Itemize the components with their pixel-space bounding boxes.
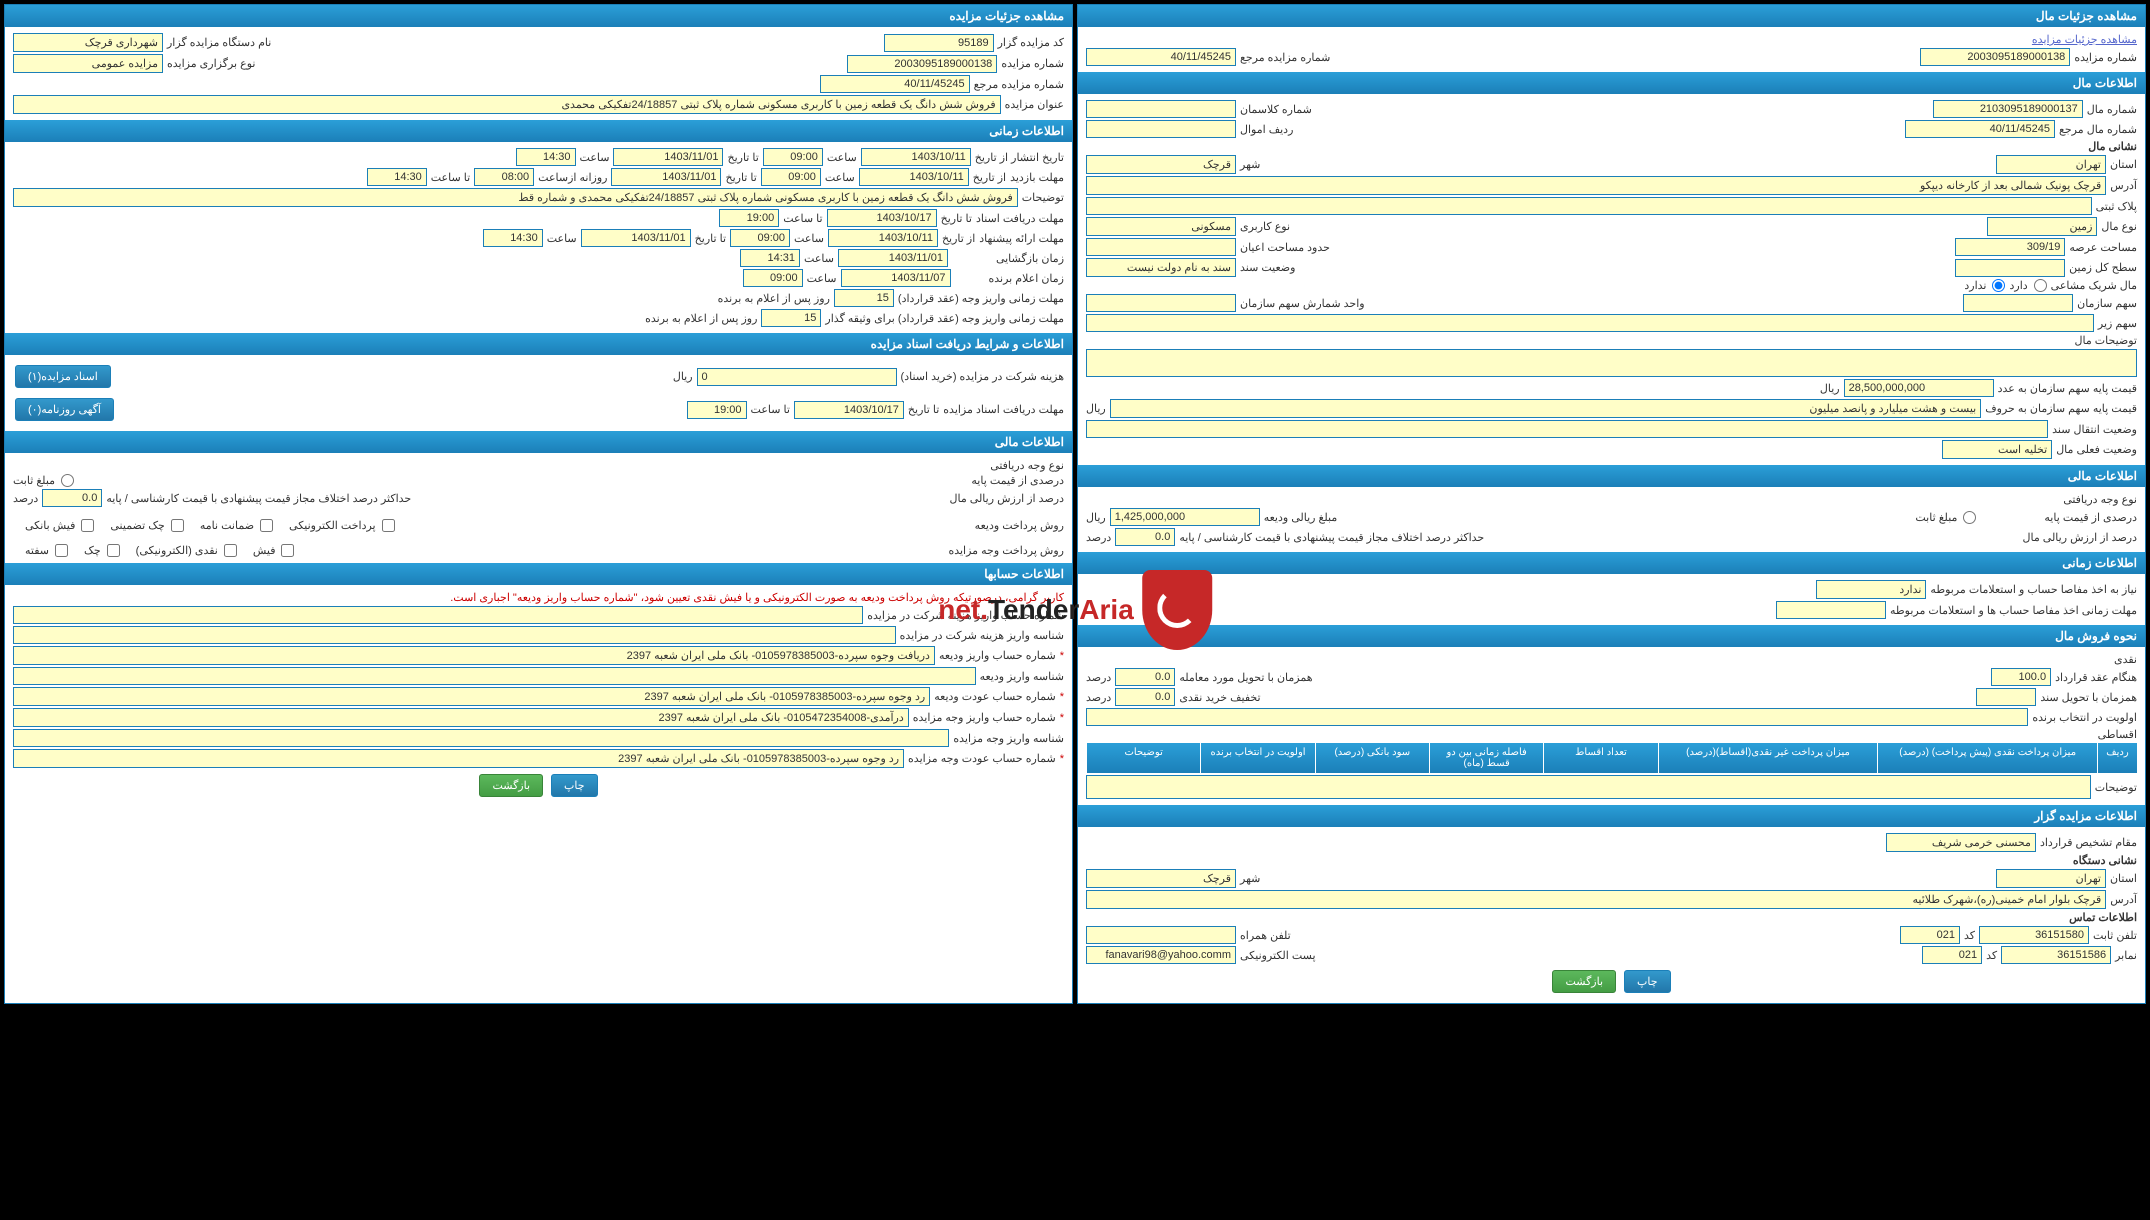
link-details[interactable]: مشاهده جزئیات مزایده [2032, 33, 2137, 46]
hdr-asset-info: اطلاعات مال [1078, 72, 2145, 94]
chk-guar[interactable] [260, 519, 273, 532]
lbl-type: نوع برگزاری مزایده [167, 57, 255, 70]
chk-elec[interactable] [382, 519, 395, 532]
fld-pub-from: 1403/10/11 [861, 148, 971, 166]
fld-org-share [1963, 294, 2073, 312]
fld-ayan [1086, 238, 1236, 256]
lbl-title: عنوان مزایده [1005, 98, 1064, 111]
fld-desc: فروش شش دانگ یک قطعه زمین با کاربری مسکو… [13, 188, 1018, 207]
fld-inq-deadline [1776, 601, 1886, 619]
left-panel: مشاهده جزئیات مال مشاهده جزئیات مزایده ش… [1077, 4, 2146, 1004]
btn-docs[interactable]: اسناد مزایده(۱) [15, 365, 111, 388]
btn-print-l[interactable]: چاپ [1624, 970, 1671, 993]
fld-plate [1086, 197, 2092, 215]
fld-code: 95189 [884, 34, 994, 52]
radio-fixed[interactable] [61, 474, 74, 487]
fld-acc3: دریافت وجوه سپرده-0105978385003- بانک مل… [13, 646, 935, 665]
fld-transfer [1086, 420, 2048, 438]
fld-class [1086, 100, 1236, 118]
radio-fixed-l[interactable] [1963, 511, 1976, 524]
fld-acc2 [13, 626, 896, 644]
fld-pub-from-t: 09:00 [763, 148, 823, 166]
fld-org: شهرداری قرچک [13, 33, 163, 52]
chk-chk2[interactable] [107, 544, 120, 557]
hdr-fin-r: اطلاعات مالی [5, 431, 1072, 453]
fld-asset-row [1086, 120, 1236, 138]
fld-asset-desc [1086, 349, 2137, 377]
fld-acc6: درآمدی-0105472354008- بانک ملی ایران شعب… [13, 708, 909, 727]
fld-acc7 [13, 729, 949, 747]
hdr-asset: مشاهده جزئیات مال [1078, 5, 2145, 27]
lbl-org: نام دستگاه مزایده گزار [167, 36, 271, 49]
fld-acc5: رد وجوه سپرده-0105978385003- بانک ملی ای… [13, 687, 930, 706]
chk-check[interactable] [171, 519, 184, 532]
chk-fish[interactable] [281, 544, 294, 557]
fld-pub-to-t: 14:30 [516, 148, 576, 166]
hdr-docs: اطلاعات و شرایط دریافت اسناد مزایده [5, 333, 1072, 355]
fld-type: مزایده عمومی [13, 54, 163, 73]
fld-num: 2003095189000138 [847, 55, 997, 73]
fld-acc1 [13, 606, 863, 624]
hdr-fin-l: اطلاعات مالی [1078, 465, 2145, 487]
lbl-desc: توضیحات [1022, 191, 1064, 204]
radio-no[interactable] [1992, 279, 2005, 292]
fld-org-count [1086, 294, 1236, 312]
fld-acc4 [13, 667, 976, 685]
fld-sub-share [1086, 314, 2094, 332]
hdr-auction-details: مشاهده جزئیات مزایده [5, 5, 1072, 27]
installment-table-header: ردیف میزان پرداخت نقدی (پیش پرداخت) (درص… [1086, 743, 2137, 773]
lbl-pub-from: تاریخ انتشار از تاریخ [975, 151, 1064, 164]
hdr-org-l: اطلاعات مزایده گزار [1078, 805, 2145, 827]
lbl-code: کد مزایده گزار [998, 36, 1064, 49]
fld-notes [1086, 775, 2091, 799]
accounts-note: کاربر گرامی، درصورتیکه روش پرداخت ودیعه … [450, 591, 1064, 604]
fld-mobile [1086, 926, 1236, 944]
lbl-num: شماره مزایده [1001, 57, 1064, 70]
btn-news[interactable]: آگهی روزنامه(۰) [15, 398, 114, 421]
fld-land-lvl [1955, 259, 2065, 277]
fld-acc8: رد وجوه سپرده-0105978385003- بانک ملی ای… [13, 749, 904, 768]
fld-ref: 40/11/45245 [820, 75, 970, 93]
lbl-visit: مهلت بازدید [1010, 171, 1064, 184]
hdr-sale: نحوه فروش مال [1078, 625, 2145, 647]
chk-cash[interactable] [224, 544, 237, 557]
chk-safte[interactable] [55, 544, 68, 557]
radio-has[interactable] [2034, 279, 2047, 292]
lbl-ref: شماره مزایده مرجع [974, 78, 1064, 91]
chk-bank[interactable] [81, 519, 94, 532]
hdr-accounts: اطلاعات حسابها [5, 563, 1072, 585]
btn-print-r[interactable]: چاپ [551, 774, 598, 797]
fld-title: فروش شش دانگ یک قطعه زمین با کاربری مسکو… [13, 95, 1001, 114]
fld-pub-to: 1403/11/01 [613, 148, 723, 166]
hdr-time-l: اطلاعات زمانی [1078, 552, 2145, 574]
hdr-time: اطلاعات زمانی [5, 120, 1072, 142]
btn-back-r[interactable]: بازگشت [479, 774, 543, 797]
fld-priority [1086, 708, 2028, 726]
fld-transfer2 [1976, 688, 2036, 706]
btn-back-l[interactable]: بازگشت [1552, 970, 1616, 993]
right-panel: مشاهده جزئیات مزایده کد مزایده گزار 9518… [4, 4, 1073, 1004]
